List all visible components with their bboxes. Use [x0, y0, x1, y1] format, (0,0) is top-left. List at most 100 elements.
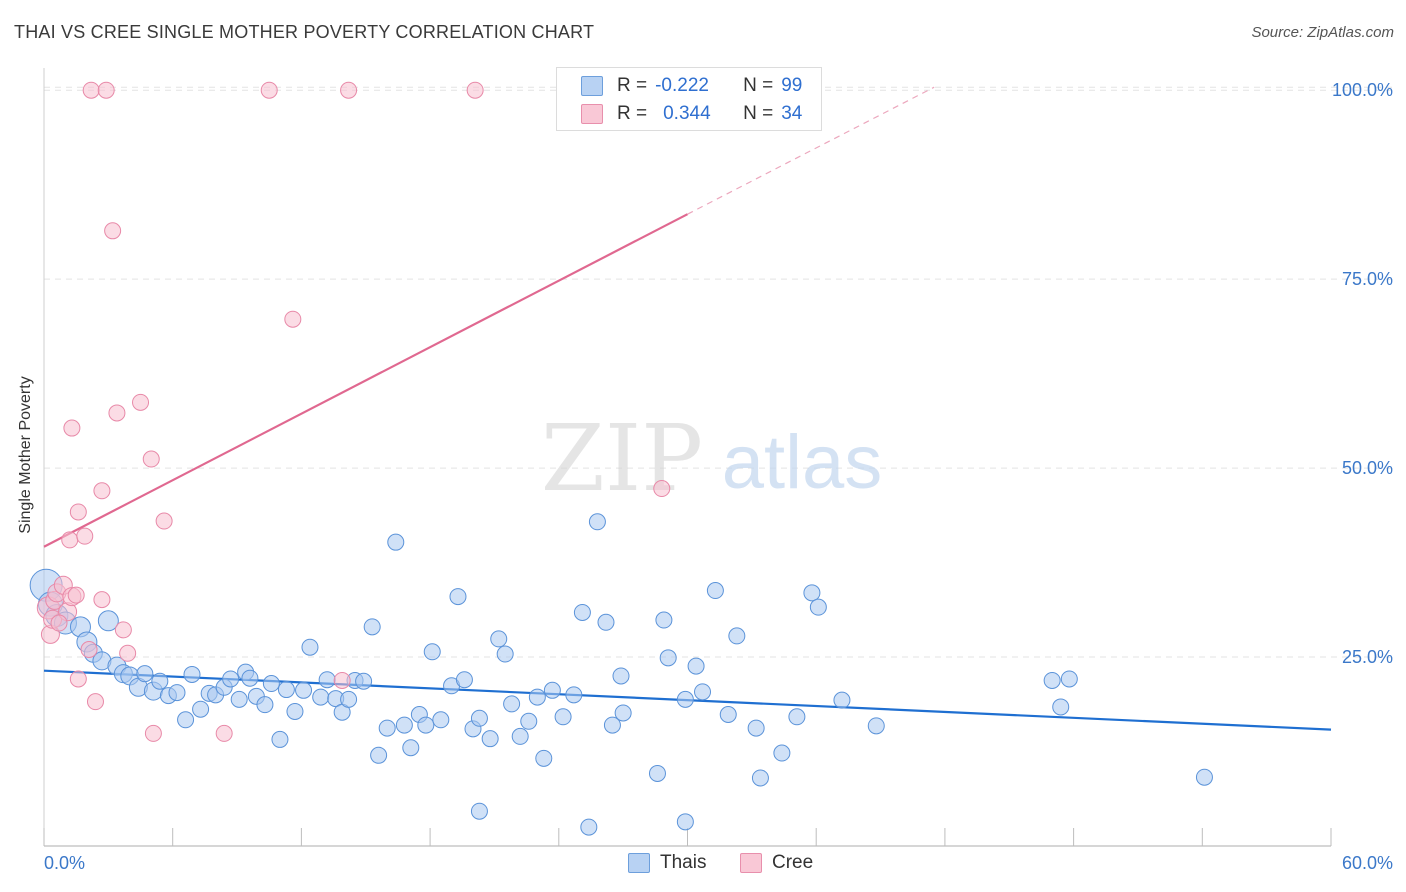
y-tick-label: 25.0%: [1342, 647, 1393, 667]
thai-point: [614, 704, 632, 722]
cree-point: [104, 222, 122, 240]
thai-point: [1052, 698, 1070, 716]
cree-point: [80, 641, 98, 658]
thai-point: [728, 627, 746, 645]
thai-point: [423, 643, 441, 661]
thai-point: [370, 746, 388, 764]
thai-point: [318, 671, 336, 689]
thai-point: [481, 730, 499, 748]
cree-n-value: 34: [781, 103, 803, 124]
chart-source: Source: ZipAtlas.com: [1251, 24, 1394, 41]
legend-cree-label: Cree: [772, 852, 814, 873]
cree-point: [69, 670, 87, 688]
tick-labels: 25.0% 50.0% 75.0% 100.0% 0.0% 60.0%: [44, 80, 1393, 873]
thai-point: [655, 611, 673, 629]
cree-point: [333, 671, 351, 689]
thai-point: [676, 813, 694, 831]
thai-point: [230, 690, 248, 708]
thai-point: [470, 802, 488, 820]
thai-point: [706, 582, 724, 600]
cree-point: [119, 644, 137, 662]
cree-point: [97, 81, 115, 99]
thai-point: [177, 711, 195, 729]
thai-point: [151, 672, 169, 690]
thai-point: [659, 649, 677, 667]
thai-point: [520, 712, 538, 730]
legend-row-cree: R = 0.344 N = 34: [581, 101, 802, 127]
thais-legend-swatch: [628, 853, 650, 873]
thai-swatch: [581, 76, 603, 96]
thai-point: [378, 719, 396, 737]
legend-item-cree: Cree: [740, 852, 813, 874]
thai-point: [612, 667, 630, 685]
thai-point: [694, 683, 712, 701]
thai-point: [286, 702, 304, 720]
cree-point: [215, 724, 233, 742]
thai-point: [597, 613, 615, 631]
thai-point: [648, 764, 666, 782]
thai-point: [803, 584, 821, 602]
cree-n-label: N =: [743, 103, 774, 124]
thai-point: [417, 716, 435, 734]
thai-point: [387, 533, 405, 551]
legend-thais-label: Thais: [660, 852, 707, 873]
thai-point: [788, 708, 806, 726]
thai-point: [496, 645, 514, 663]
thai-point: [490, 630, 508, 648]
cree-point: [132, 393, 150, 411]
cree-point: [76, 527, 94, 545]
watermark-zip: ZIP: [541, 405, 703, 512]
thai-point: [565, 686, 583, 704]
cree-point: [67, 586, 85, 604]
y-tick-label: 50.0%: [1342, 458, 1393, 478]
cree-trendline: [43, 213, 689, 548]
thai-point: [136, 665, 154, 683]
thai-point: [277, 681, 295, 699]
thai-point: [1195, 768, 1213, 786]
thai-point: [262, 675, 280, 693]
thai-point: [395, 716, 413, 734]
axes: [43, 68, 1332, 847]
thai-point: [301, 638, 319, 656]
watermark-atlas: atlas: [722, 420, 883, 505]
thai-point: [573, 603, 591, 621]
thai-point: [97, 610, 119, 632]
thai-point: [449, 588, 467, 606]
legend-series: Thais Cree: [0, 852, 1406, 876]
cree-point: [142, 450, 160, 468]
thai-point: [511, 727, 529, 745]
thai-point: [867, 717, 885, 735]
thai-point: [809, 598, 827, 616]
x-tick-label: 0.0%: [44, 853, 85, 873]
thai-point: [168, 684, 186, 702]
thai-point: [340, 690, 358, 708]
legend-row-thai: R = -0.222 N = 99: [581, 73, 802, 99]
thai-point: [363, 618, 381, 636]
cree-point: [114, 621, 132, 639]
cree-point: [284, 310, 302, 328]
thai-point: [719, 705, 737, 723]
thai-point: [543, 681, 561, 699]
thai-point: [470, 709, 488, 727]
cree-point: [155, 512, 173, 530]
thai-point: [402, 739, 420, 757]
watermark: ZIP atlas: [541, 405, 882, 512]
thai-point: [528, 688, 546, 706]
thai-point: [503, 695, 521, 713]
cree-point: [86, 693, 104, 711]
y-tick-label: 75.0%: [1342, 269, 1393, 289]
thai-point: [271, 730, 289, 748]
cree-trendline-extension: [687, 86, 935, 215]
thai-point: [295, 681, 313, 699]
thai-point: [222, 670, 240, 688]
thai-n-label: N =: [743, 75, 774, 96]
points: [29, 81, 1213, 836]
thai-point: [183, 665, 201, 683]
thai-point: [241, 669, 259, 687]
cree-point: [50, 614, 68, 632]
thai-point: [833, 691, 851, 709]
cree-point: [93, 591, 111, 609]
cree-point: [69, 503, 87, 521]
cree-legend-swatch: [740, 853, 762, 873]
thai-point: [256, 696, 274, 714]
